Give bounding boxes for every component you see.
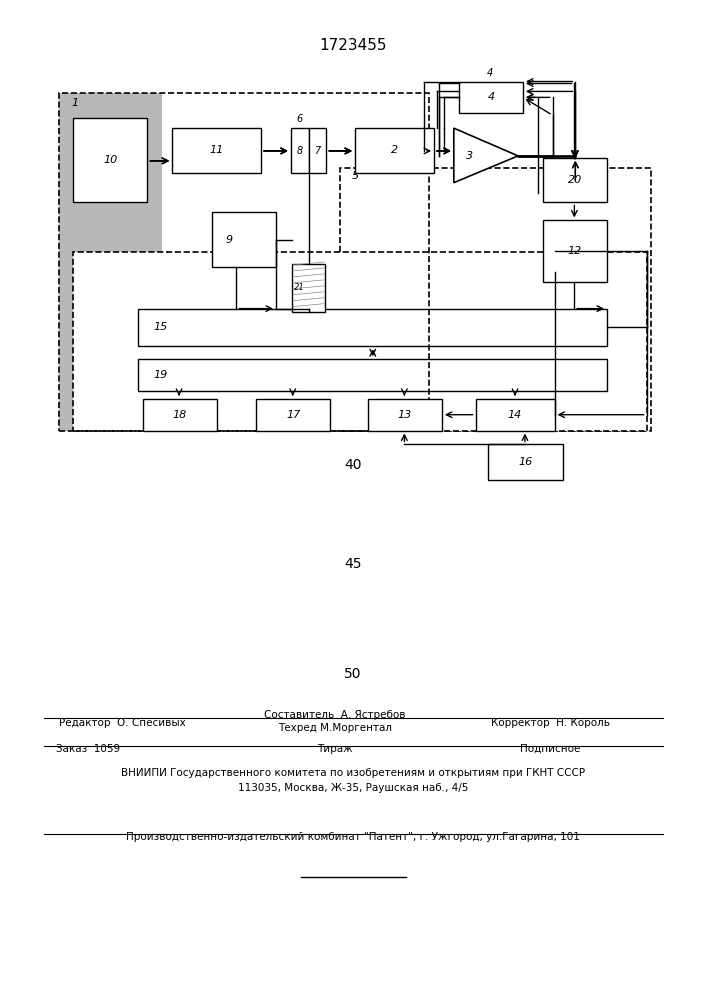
Text: Тираж: Тираж [317,744,353,754]
Bar [476,399,554,431]
Text: 14: 14 [508,410,522,420]
Bar [340,168,651,431]
Text: 2: 2 [391,145,398,155]
Bar [291,128,308,173]
Text: 19: 19 [153,370,168,380]
Bar [211,212,276,267]
Text: 13: 13 [398,410,412,420]
Text: 1723455: 1723455 [320,38,387,53]
Bar [173,128,261,173]
Text: Производственно-издательский комбинат "Патент", г. Ужгород, ул.Гагарина, 101: Производственно-издательский комбинат "П… [126,832,580,842]
Bar [256,399,330,431]
Text: 4: 4 [487,92,494,102]
Text: 6: 6 [296,114,303,124]
Text: Редактор  О. Спесивых: Редактор О. Спесивых [59,718,186,728]
Text: 10: 10 [103,155,117,165]
Text: 20: 20 [568,175,582,185]
Text: Техред М.Моргентал: Техред М.Моргентал [279,723,392,733]
Text: 17: 17 [286,410,300,420]
Text: 15: 15 [153,322,168,332]
Text: 113035, Москва, Ж-35, Раушская наб., 4/5: 113035, Москва, Ж-35, Раушская наб., 4/5 [238,783,468,793]
Text: Корректор  Н. Король: Корректор Н. Король [491,718,610,728]
Text: 45: 45 [344,557,362,571]
Bar [74,252,646,431]
Text: 12: 12 [568,246,582,256]
Bar [138,359,607,391]
Text: Подписное: Подписное [520,744,581,754]
Bar [59,93,429,431]
Bar [74,118,148,202]
Bar [292,264,325,312]
Text: 18: 18 [173,410,187,420]
Text: 9: 9 [226,235,233,245]
Bar [59,93,163,431]
Text: 7: 7 [315,146,320,156]
Text: 50: 50 [344,667,362,681]
Text: 16: 16 [518,457,532,467]
Bar [355,128,434,173]
Bar [543,220,607,282]
Bar [138,309,607,346]
Bar [143,399,216,431]
Bar [368,399,442,431]
Text: 21: 21 [293,283,305,292]
Text: 1: 1 [71,98,78,108]
Text: 11: 11 [209,145,223,155]
Text: 3: 3 [466,151,473,161]
Bar [459,82,523,113]
Text: ВНИИПИ Государственного комитета по изобретениям и открытиям при ГКНТ СССР: ВНИИПИ Государственного комитета по изоб… [121,768,585,778]
Bar [543,158,607,202]
Text: 5: 5 [352,171,359,181]
Text: 40: 40 [344,458,362,472]
Bar [489,444,563,480]
Text: 8: 8 [296,146,303,156]
Text: 4: 4 [487,68,493,78]
Bar [308,128,327,173]
Bar [163,98,424,426]
Text: Заказ  1059: Заказ 1059 [56,744,120,754]
Text: Составитель  А. Ястребов: Составитель А. Ястребов [264,710,406,720]
Polygon shape [454,128,518,183]
